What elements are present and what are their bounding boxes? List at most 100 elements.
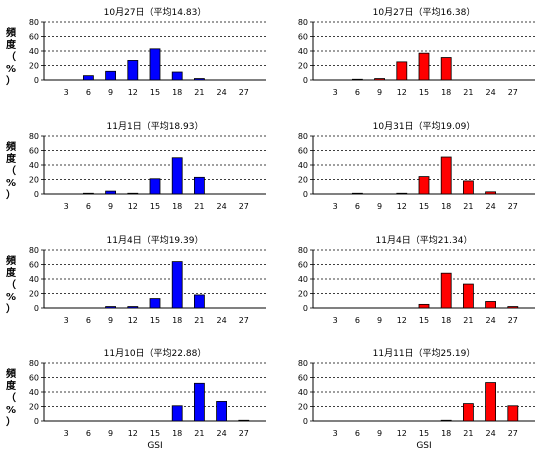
y-tick-label: 80 [298,359,308,368]
x-tick-label: 9 [108,316,113,325]
bar [127,306,139,309]
x-tick-label: 12 [397,88,407,97]
bar [105,70,116,81]
y-axis-label: 頻度（%） [6,26,17,87]
bar [396,192,408,195]
y-tick-label: 0 [34,190,39,199]
y-tick-label: 20 [29,290,39,299]
bar [149,178,161,195]
y-tick-label: 60 [29,261,39,270]
bar [485,301,497,309]
x-tick-label: 21 [463,88,473,97]
x-tick-label: 3 [64,88,69,97]
chart-panel-2: 10月27日（平均16.38） 0 20 40 60 80 3 6 9 12 15 18 21 24 27 [298,6,535,97]
x-tick-label: 15 [419,316,429,325]
bar [485,382,497,422]
x-tick-label: 27 [508,202,518,211]
x-tick-label: 27 [239,429,249,438]
y-tick-label: 40 [298,388,308,397]
x-tick-label: 21 [463,202,473,211]
x-tick-label: 9 [377,202,382,211]
y-tick-label: 60 [29,33,39,42]
bar [440,156,452,195]
y-axis-label: 頻度（%） [6,367,17,428]
x-tick-label: 21 [194,88,204,97]
x-tick-label: 21 [194,429,204,438]
x-tick-label: 27 [508,88,518,97]
x-tick-label: 27 [508,316,518,325]
x-tick-label: 9 [377,88,382,97]
chart-title: 11月1日（平均18.93） [107,120,204,132]
x-tick-label: 3 [333,88,338,97]
x-tick-label: 9 [108,88,113,97]
bar [193,294,205,309]
x-tick-label: 6 [355,202,360,211]
x-tick-label: 3 [64,429,69,438]
y-tick-label: 80 [298,246,308,255]
bar [193,176,205,195]
bar [216,401,228,422]
bar [440,419,452,422]
chart-title: 11月11日（平均25.19） [373,347,476,359]
y-tick-label: 20 [298,290,308,299]
y-tick-label: 80 [29,359,39,368]
bar [171,157,183,195]
y-tick-label: 80 [29,18,39,27]
bar [193,78,205,81]
x-tick-label: 12 [128,316,138,325]
bar [462,283,474,309]
x-tick-label: 24 [486,202,496,211]
x-tick-label: 15 [150,429,160,438]
bar [351,78,363,81]
y-tick-label: 80 [298,132,308,141]
y-tick-label: 20 [29,62,39,71]
x-tick-label: 18 [172,429,182,438]
bar [83,75,94,81]
bar [418,303,430,309]
x-tick-label: 15 [419,429,429,438]
y-tick-label: 20 [298,62,308,71]
x-tick-label: 12 [397,316,407,325]
x-axis-label: GSI [416,441,431,451]
y-tick-label: 0 [303,304,308,313]
x-tick-label: 6 [86,88,91,97]
y-tick-label: 40 [29,388,39,397]
x-tick-label: 6 [86,429,91,438]
bar [127,60,139,81]
x-tick-label: 9 [377,429,382,438]
y-tick-label: 80 [29,246,39,255]
y-tick-label: 40 [298,275,308,284]
x-tick-label: 21 [463,316,473,325]
x-tick-label: 3 [333,429,338,438]
x-tick-label: 24 [486,88,496,97]
y-tick-label: 40 [29,47,39,56]
x-tick-label: 24 [217,429,227,438]
x-tick-label: 15 [150,202,160,211]
x-tick-label: 6 [86,316,91,325]
y-tick-label: 60 [298,261,308,270]
chart-panel-8: 11月11日（平均25.19） 0 20 40 60 80 3 6 9 12 15 18 21 24 27 G… [298,347,535,451]
x-tick-label: 18 [441,202,451,211]
x-tick-label: 15 [419,88,429,97]
chart-title: 10月31日（平均19.09） [373,120,476,132]
bar [238,419,250,422]
x-tick-label: 18 [441,316,451,325]
bar [149,48,161,81]
x-tick-label: 6 [355,316,360,325]
y-tick-label: 0 [303,190,308,199]
chart-title: 10月27日（平均14.83） [104,6,207,18]
bar [485,191,497,195]
y-tick-label: 20 [29,403,39,412]
chart-title: 10月27日（平均16.38） [373,6,476,18]
x-tick-label: 12 [128,88,138,97]
x-tick-label: 21 [194,316,204,325]
x-tick-label: 6 [86,202,91,211]
bar [440,57,452,81]
x-tick-label: 24 [217,88,227,97]
chart-panel-4: 10月31日（平均19.09） 0 20 40 60 80 3 6 9 12 15 18 21 24 27 [298,120,535,211]
y-tick-label: 40 [298,47,308,56]
y-tick-label: 0 [34,417,39,426]
chart-panel-3: 11月1日（平均18.93） 0 20 40 60 80 3 6 9 12 15 18 21 24 27 頻度… [6,120,266,211]
x-tick-label: 27 [239,316,249,325]
y-tick-label: 0 [303,417,308,426]
